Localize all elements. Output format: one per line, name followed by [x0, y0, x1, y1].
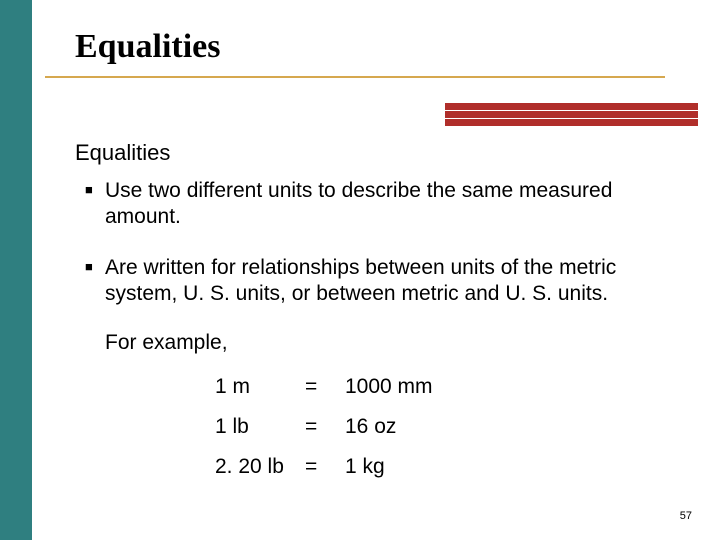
equalities-table: 1 m = 1000 mm 1 lb = 16 oz 2. 20 lb = 1 … — [215, 375, 675, 479]
eq-right: 1000 mm — [345, 375, 433, 399]
eq-left: 1 m — [215, 375, 305, 399]
bullet-marker-icon: ■ — [85, 178, 105, 231]
for-example-label: For example, — [105, 331, 675, 355]
slide: Equalities Equalities ■ Use two differen… — [0, 0, 720, 540]
page-number: 57 — [680, 510, 692, 522]
table-row: 1 lb = 16 oz — [215, 415, 675, 439]
eq-left: 1 lb — [215, 415, 305, 439]
eq-left: 2. 20 lb — [215, 455, 305, 479]
bullet-text: Use two different units to describe the … — [105, 178, 675, 231]
bullet-marker-icon: ■ — [85, 255, 105, 308]
accent-line-1 — [445, 103, 698, 110]
content-area: ■ Use two different units to describe th… — [85, 178, 675, 495]
subtitle: Equalities — [75, 140, 170, 166]
eq-equals: = — [305, 375, 345, 399]
table-row: 2. 20 lb = 1 kg — [215, 455, 675, 479]
title-underline — [45, 76, 665, 78]
slide-title: Equalities — [75, 28, 220, 66]
table-row: 1 m = 1000 mm — [215, 375, 675, 399]
left-accent-bar — [0, 0, 32, 540]
accent-line-3 — [445, 119, 698, 126]
bullet-item: ■ Are written for relationships between … — [85, 255, 675, 308]
bullet-text: Are written for relationships between un… — [105, 255, 675, 308]
accent-bar — [445, 103, 698, 126]
eq-equals: = — [305, 455, 345, 479]
eq-right: 1 kg — [345, 455, 385, 479]
eq-equals: = — [305, 415, 345, 439]
bullet-item: ■ Use two different units to describe th… — [85, 178, 675, 231]
accent-line-2 — [445, 111, 698, 118]
eq-right: 16 oz — [345, 415, 396, 439]
